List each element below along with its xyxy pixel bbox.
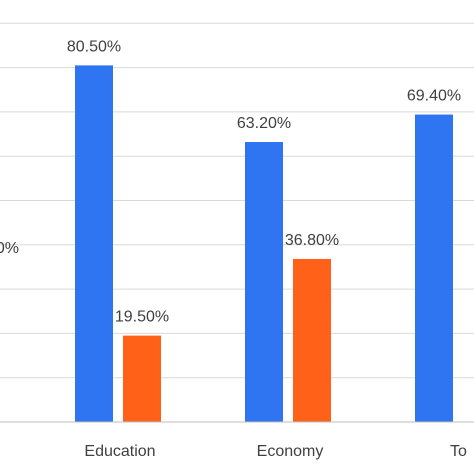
bars	[75, 65, 453, 423]
data-label: 0%	[0, 240, 19, 257]
data-label: 69.40%	[407, 88, 461, 105]
gridlines	[0, 22, 474, 379]
category-label: Education	[84, 443, 155, 460]
bar-series1-3	[245, 142, 283, 423]
bar-series2-3	[293, 258, 331, 422]
category-label: To	[450, 443, 467, 460]
category-label: Economy	[257, 443, 324, 460]
bar-series2-2	[123, 335, 161, 422]
data-labels: 80.50% 63.20% 69.40% 0% 19.50% 36.80%	[0, 38, 461, 325]
bar-series1-4	[415, 114, 453, 423]
data-label: 19.50%	[115, 309, 169, 326]
bar-series1-2	[75, 65, 113, 422]
data-label: 63.20%	[237, 115, 291, 132]
data-label: 80.50%	[67, 38, 121, 55]
data-label: 36.80%	[285, 232, 339, 249]
category-labels: Education Economy To	[84, 443, 467, 460]
